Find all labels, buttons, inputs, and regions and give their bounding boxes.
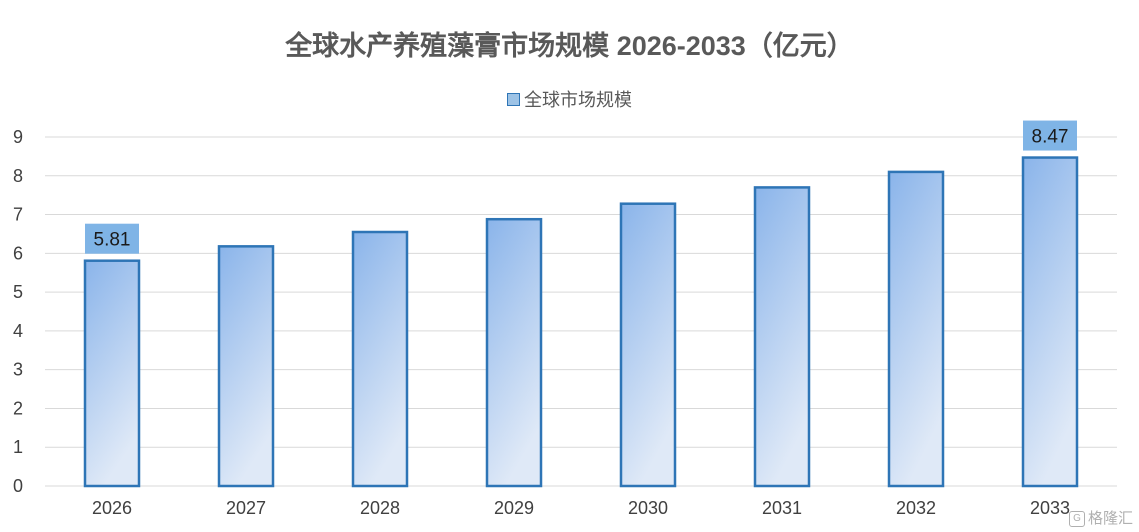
bar-2030 [619,202,677,488]
y-tick-label: 2 [13,398,23,418]
watermark-text: 格隆汇 [1087,510,1133,527]
data-label-text: 8.47 [1032,127,1069,148]
bar-2031 [753,186,811,488]
y-tick-label: 1 [13,437,23,457]
data-label: 8.47 [1023,120,1077,151]
x-tick-label: 2028 [360,498,400,518]
legend-label: 全球市场规模 [524,90,632,110]
bar-2032 [887,170,945,488]
y-tick-label: 9 [13,127,23,147]
legend-swatch [507,92,520,106]
bar-2027 [217,245,275,488]
bar-2029 [485,217,543,488]
y-tick-label: 6 [13,243,23,263]
y-tick-label: 8 [13,166,23,186]
bar-2033 [1021,156,1079,488]
chart-title: 全球水产养殖藻膏市场规模 2026-2033（亿元） [285,31,854,61]
gelonghui-logo-icon: G [1068,511,1085,528]
y-tick-label: 0 [13,476,23,496]
x-tick-label: 2030 [628,498,668,518]
x-tick-label: 2031 [762,498,802,518]
data-label: 5.81 [85,223,139,254]
y-tick-label: 7 [13,205,23,225]
data-label-text: 5.81 [94,230,131,251]
y-tick-label: 5 [13,282,23,302]
bar-2028 [351,230,409,488]
x-tick-label: 2029 [494,498,534,518]
x-tick-label: 2026 [92,498,132,518]
y-tick-label: 3 [13,360,23,380]
legend: 全球市场规模 [0,86,1139,112]
x-tick-label: 2033 [1030,498,1070,518]
bar-2026 [83,259,141,488]
data-label-box [1023,120,1077,151]
data-label-box [85,223,139,254]
watermark: G 格隆汇 [1068,507,1133,528]
y-tick-label: 4 [13,321,23,341]
x-tick-label: 2032 [896,498,936,518]
x-tick-label: 2027 [226,498,266,518]
